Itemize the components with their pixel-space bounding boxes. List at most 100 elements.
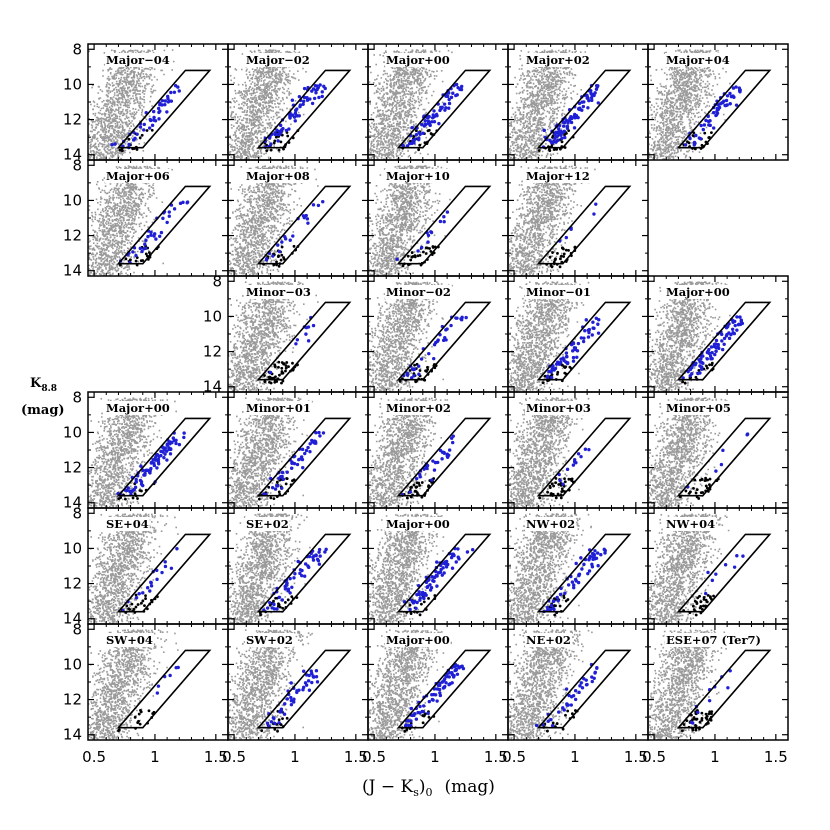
nonmember-star [130, 602, 134, 606]
member-star [308, 449, 312, 454]
member-star [563, 591, 567, 595]
member-star [550, 368, 554, 372]
member-star [447, 106, 451, 110]
member-star [295, 338, 300, 342]
nonmember-star [132, 607, 136, 611]
member-star [299, 455, 304, 459]
member-star [442, 677, 447, 681]
member-star [143, 242, 147, 246]
nonmember-star [694, 613, 698, 617]
nonmember-star [697, 368, 701, 372]
member-star [549, 717, 553, 722]
nonmember-star [412, 135, 416, 138]
nonmember-star [426, 246, 429, 250]
member-star [715, 111, 720, 115]
y-tick-label: 10 [63, 655, 82, 673]
member-star [126, 486, 130, 490]
nonmember-star [137, 712, 141, 716]
nonmember-star [556, 252, 559, 255]
field-stars [228, 281, 319, 392]
member-star [412, 713, 416, 717]
nonmember-star [398, 379, 402, 383]
nonmember-star [273, 728, 277, 731]
member-star [550, 140, 555, 145]
nonmember-star [272, 599, 275, 603]
member-star [168, 673, 172, 678]
nonmember-star [144, 252, 148, 256]
member-star [264, 258, 269, 262]
selection-box [256, 417, 352, 497]
field-stars [648, 513, 730, 624]
member-star [437, 121, 441, 126]
nonmember-star [703, 131, 707, 135]
selection-box [396, 301, 492, 381]
member-star [735, 315, 739, 319]
member-star [141, 591, 145, 595]
member-star [603, 551, 607, 555]
nonmember-star [416, 254, 420, 258]
member-star [269, 142, 273, 146]
nonmember-star [127, 137, 131, 141]
member-star [596, 331, 601, 335]
field-stars [368, 513, 450, 624]
nonmember-star [694, 375, 698, 379]
member-star [294, 108, 298, 113]
member-star [689, 720, 694, 725]
member-star [163, 560, 167, 564]
member-star [577, 573, 581, 577]
nonmember-star [712, 594, 715, 598]
nonmember-star [265, 149, 269, 153]
member-star [724, 98, 729, 103]
nonmember-star [257, 497, 261, 501]
x-tick-label: 1.5 [624, 748, 648, 766]
member-star [277, 595, 281, 600]
nonmember-star [687, 491, 691, 495]
nonmember-star [284, 369, 287, 373]
selection-box [676, 533, 772, 613]
nonmember-star [553, 613, 557, 617]
member-star [293, 111, 298, 115]
x-tick-label: 1 [570, 748, 580, 766]
member-star [716, 103, 721, 107]
x-tick-label: 0.5 [502, 748, 526, 766]
member-star [447, 448, 452, 452]
panel-16: Minor+03 [507, 391, 649, 509]
member-star [284, 128, 289, 133]
panel-22: NW+04 [647, 507, 789, 625]
nonmember-star [705, 717, 709, 721]
member-star [720, 347, 725, 352]
nonmember-star [562, 252, 566, 256]
member-star [738, 315, 742, 319]
nonmember-star [410, 251, 414, 254]
member-star [446, 455, 450, 460]
member-star [131, 250, 135, 254]
nonmember-star [259, 613, 262, 617]
nonmember-star [273, 139, 277, 143]
nonmember-star [692, 608, 696, 612]
member-star [710, 578, 715, 583]
member-star [405, 144, 410, 148]
member-star [149, 233, 153, 237]
member-star [134, 253, 138, 258]
member-star [152, 234, 156, 238]
member-star [709, 345, 714, 349]
member-star [168, 452, 173, 456]
nonmember-star [554, 477, 558, 480]
nonmember-star [563, 366, 567, 369]
member-star [273, 487, 278, 491]
member-star [698, 137, 703, 141]
member-star [142, 247, 146, 251]
selection-box [536, 69, 632, 149]
member-star [154, 453, 159, 457]
member-star [741, 554, 745, 558]
member-star [405, 373, 410, 377]
member-star [551, 606, 555, 610]
member-star [408, 607, 412, 612]
panel-label: NW+04 [666, 517, 715, 531]
x-tick-label: 0.5 [362, 748, 386, 766]
member-star [290, 585, 294, 589]
member-star [298, 104, 302, 109]
y-tick-label: 12 [203, 343, 222, 361]
nonmember-star [148, 251, 151, 255]
member-star [294, 342, 298, 346]
